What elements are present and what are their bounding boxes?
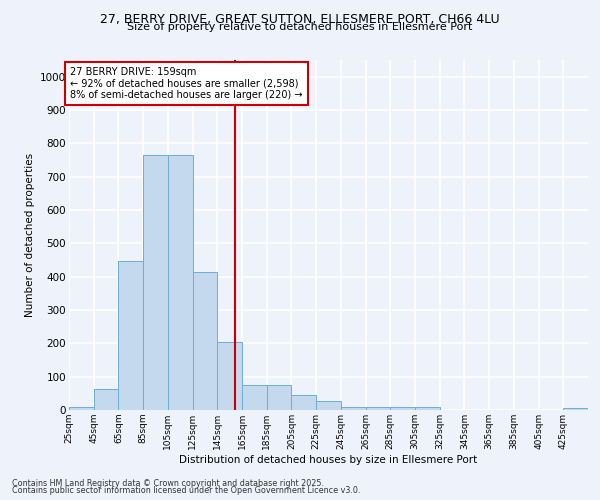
Bar (341, 406, 365, 410)
Bar (94, 389, 118, 410)
Bar (242, 385, 267, 410)
Text: Size of property relative to detached houses in Ellesmere Port: Size of property relative to detached ho… (127, 22, 473, 32)
Bar (563, 408, 588, 410)
Bar (365, 406, 390, 410)
Text: Contains HM Land Registry data © Crown copyright and database right 2025.: Contains HM Land Registry data © Crown c… (12, 478, 324, 488)
Text: 27 BERRY DRIVE: 159sqm
← 92% of detached houses are smaller (2,598)
8% of semi-d: 27 BERRY DRIVE: 159sqm ← 92% of detached… (70, 66, 303, 100)
Text: Contains public sector information licensed under the Open Government Licence v3: Contains public sector information licen… (12, 486, 361, 495)
Bar (143, 155, 168, 410)
Bar (292, 395, 316, 410)
Bar (193, 272, 217, 410)
Bar (168, 155, 193, 410)
Bar (390, 406, 415, 410)
Bar (217, 342, 242, 410)
Bar (415, 406, 440, 410)
Bar (316, 401, 341, 410)
Bar (267, 385, 292, 410)
Bar (118, 261, 143, 410)
Bar (69, 406, 94, 410)
Y-axis label: Number of detached properties: Number of detached properties (25, 153, 35, 317)
X-axis label: Distribution of detached houses by size in Ellesmere Port: Distribution of detached houses by size … (179, 454, 478, 464)
Text: 27, BERRY DRIVE, GREAT SUTTON, ELLESMERE PORT, CH66 4LU: 27, BERRY DRIVE, GREAT SUTTON, ELLESMERE… (100, 12, 500, 26)
